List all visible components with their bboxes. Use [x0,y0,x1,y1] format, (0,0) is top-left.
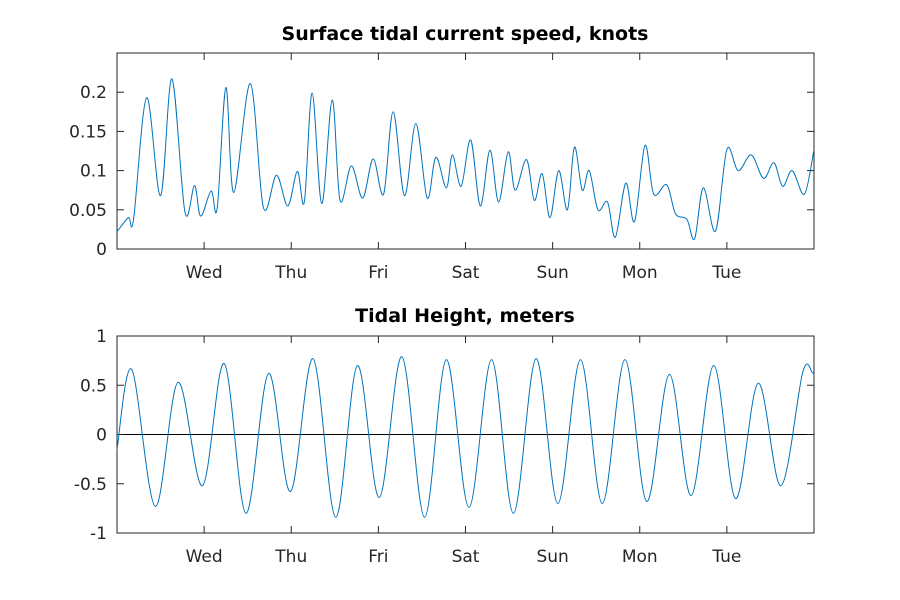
tidal-height-ytick-label: -1 [90,524,107,544]
current-speed-ytick-label: 0.15 [69,122,107,142]
current-speed-ytick-label: 0.1 [80,162,107,182]
current-speed-ytick-label: 0.05 [69,201,107,221]
tidal-height-chart: Tidal Height, meters -1 -0.5 0 0.5 1 Wed Thu Fr… [74,305,815,567]
current-speed-xtick-label: Sat [452,263,480,283]
tidal-height-ticks: -1 -0.5 0 0.5 1 Wed Thu Fri Sat Sun Mon Tue [74,327,814,567]
tidal-height-ytick-label: 1 [96,327,107,347]
tidal-height-title: Tidal Height, meters [355,305,575,327]
tidal-height-ytick-label: 0.5 [80,376,107,396]
current-speed-series-line [116,78,815,241]
current-speed-ytick-label: 0 [96,240,107,260]
current-speed-xtick-label: Sun [536,263,568,283]
current-speed-xtick-label: Fri [368,263,388,283]
tidal-height-xtick-label: Mon [622,547,658,567]
tidal-height-xtick-label: Wed [186,547,223,567]
current-speed-xtick-label: Thu [274,263,307,283]
current-speed-chart: Surface tidal current speed, knots 0 0.05… [69,23,815,283]
tidal-height-ytick-label: 0 [96,426,107,446]
tidal-height-xtick-label: Sun [536,547,568,567]
tidal-height-xtick-label: Thu [274,547,307,567]
current-speed-ytick-label: 0.2 [80,83,107,103]
current-speed-xtick-label: Mon [622,263,658,283]
tidal-height-xtick-label: Fri [368,547,388,567]
current-speed-xtick-label: Wed [186,263,223,283]
current-speed-ticks: 0 0.05 0.1 0.15 0.2 Wed Thu Fri Sat Sun Mon Tue [69,53,814,283]
tidal-height-series-line [116,356,815,518]
current-speed-xtick-label: Tue [711,263,741,283]
tidal-height-xtick-label: Sat [452,547,480,567]
current-speed-plot-area [116,52,815,250]
tidal-height-ytick-label: -0.5 [74,475,107,495]
tidal-height-xtick-label: Tue [711,547,741,567]
current-speed-title: Surface tidal current speed, knots [282,23,649,45]
